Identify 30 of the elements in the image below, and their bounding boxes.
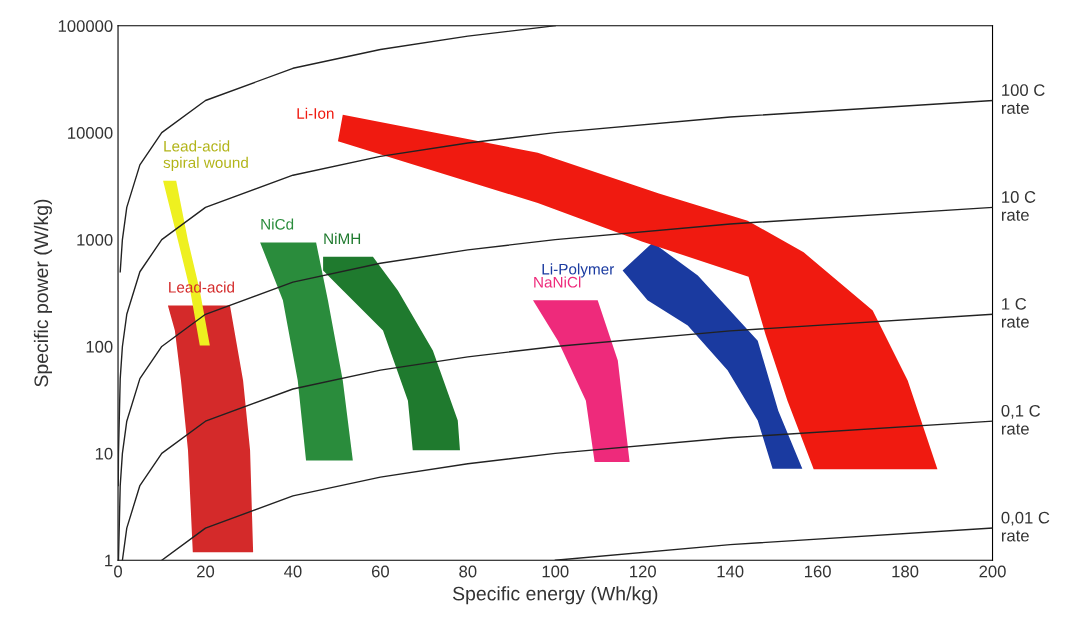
y-axis-title: Specific power (W/kg) [33,199,52,387]
series-label: Li-Ion [297,107,334,119]
y-tick-label: 10000 [68,127,113,139]
x-tick-label: 160 [804,565,831,578]
x-axis-title: Specific energy (Wh/kg) [452,586,658,605]
x-tick-label: 40 [284,565,302,578]
series-label: 1 C rate [1001,297,1029,328]
series-label: 0,1 C rate [1001,404,1041,435]
y-tick-label: 10 [95,447,113,460]
x-tick-label: 180 [892,565,919,578]
y-tick-label: 100 [86,340,113,353]
x-tick-label: 200 [979,565,1006,578]
series-label: 10 C rate [1001,191,1036,221]
y-tick-label: 1000 [77,233,113,246]
x-tick-label: 20 [197,565,215,578]
series-label: 0,01 C rate [1001,511,1050,542]
series-label: Lead-acid spiral wound [163,140,248,172]
series-label: 100 C rate [1001,84,1045,114]
x-tick-label: 120 [630,565,656,578]
y-tick-label: 1 [105,554,113,567]
x-tick-label: 0 [114,565,123,578]
x-tick-label: 140 [717,565,744,578]
y-tick-label: 100000 [58,20,113,32]
series-label: NiMH [324,232,361,244]
x-tick-label: 60 [371,565,389,578]
x-tick-label: 80 [459,565,477,578]
series-label: Li-Polymer [542,263,615,278]
series-label: NiCd [261,218,294,230]
x-tick-label: 100 [542,565,569,578]
series-label: NaNiCl [534,276,581,288]
